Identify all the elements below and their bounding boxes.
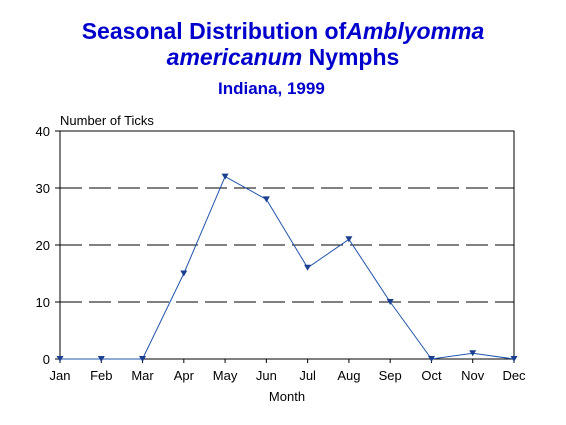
title-text-part-1: Seasonal Distribution of — [81, 18, 347, 44]
data-point-marker — [221, 173, 229, 180]
y-tick-label: 20 — [36, 238, 50, 253]
chart-title-line-2: americanum Nymphs — [0, 44, 566, 70]
x-tick-label: Jan — [50, 368, 71, 383]
data-point-marker — [510, 356, 518, 362]
x-tick-label: Aug — [337, 368, 360, 383]
x-tick-label: Apr — [174, 368, 195, 383]
data-point-marker — [180, 270, 188, 277]
data-point-marker — [304, 264, 312, 271]
gridlines — [60, 187, 514, 303]
series-line — [60, 175, 515, 360]
y-tick-label: 10 — [36, 295, 50, 310]
data-point-marker — [386, 299, 394, 305]
x-tick-label: Jun — [256, 368, 277, 383]
y-tick-label: 30 — [36, 181, 50, 196]
data-point-marker — [262, 196, 270, 203]
x-axis-ticks: Jan Feb Mar Apr May Jun Jul Aug Sep Oct Nov Dec — [50, 359, 526, 383]
chart-title-line-1: Seasonal Distribution ofAmblyomma — [0, 18, 566, 44]
title-text-genus: Amblyomma — [346, 18, 485, 44]
y-tick-label: 40 — [36, 124, 50, 139]
data-point-marker — [139, 356, 146, 362]
y-axis-ticks: 0 10 20 30 40 — [36, 124, 60, 367]
data-point-marker — [428, 356, 435, 362]
x-tick-label: Jul — [299, 368, 316, 383]
x-tick-label: Feb — [90, 368, 112, 383]
chart-title: Seasonal Distribution ofAmblyomma americ… — [0, 18, 566, 70]
title-text-species: americanum — [166, 44, 303, 70]
chart-subtitle: Indiana, 1999 — [218, 79, 325, 98]
y-axis-label: Number of Ticks — [60, 113, 154, 128]
x-tick-label: Mar — [131, 368, 154, 383]
y-tick-label: 0 — [43, 352, 50, 367]
series-nymphs — [56, 173, 518, 362]
x-tick-label: Sep — [379, 368, 402, 383]
data-point-marker — [97, 356, 105, 362]
data-point-marker — [345, 236, 353, 243]
data-point-marker — [56, 356, 64, 362]
x-tick-label: Dec — [502, 368, 526, 383]
x-tick-label: Oct — [421, 368, 442, 383]
x-tick-label: May — [213, 368, 238, 383]
data-point-marker — [469, 350, 477, 357]
x-tick-label: Nov — [461, 368, 485, 383]
x-axis-label: Month — [269, 389, 305, 404]
title-text-part-2: Nymphs — [302, 44, 400, 70]
